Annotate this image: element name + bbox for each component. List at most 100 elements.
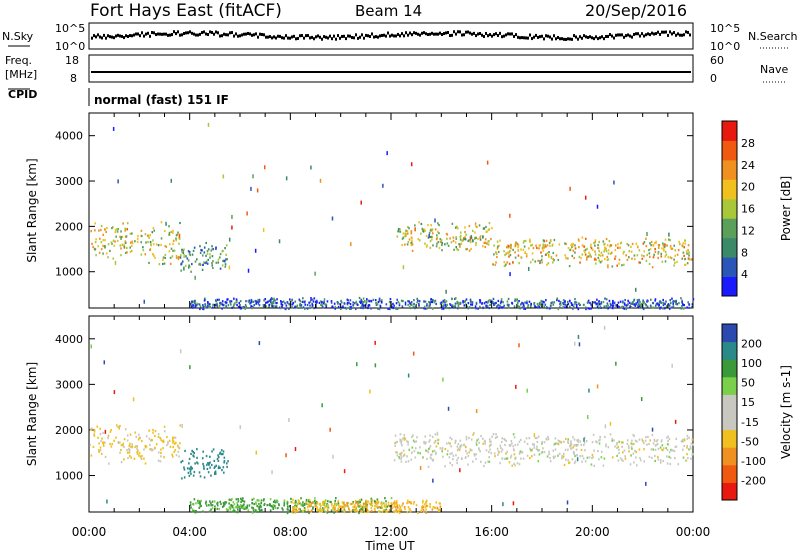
data-point: [424, 503, 426, 506]
data-point: [462, 299, 464, 303]
data-point: [684, 242, 686, 245]
data-point: [136, 237, 139, 240]
data-point: [597, 256, 600, 259]
data-point: [152, 243, 155, 246]
data-point: [464, 226, 466, 229]
data-point: [199, 505, 201, 508]
data-point: [348, 301, 350, 304]
data-point: [669, 246, 672, 249]
nsky-point: [651, 31, 653, 35]
data-point: [446, 237, 448, 240]
data-point: [130, 456, 133, 459]
data-point: [255, 450, 258, 455]
data-point: [120, 444, 123, 447]
colorbar-tick-label: 12: [741, 224, 755, 237]
data-point: [411, 243, 414, 246]
data-point: [191, 253, 194, 256]
data-point: [505, 439, 508, 443]
data-point: [329, 427, 331, 432]
data-point: [431, 228, 434, 231]
data-point: [296, 509, 299, 513]
data-point: [388, 307, 390, 310]
data-point: [349, 307, 352, 311]
data-point: [546, 263, 548, 266]
data-point: [682, 251, 685, 254]
data-point: [679, 242, 681, 246]
nsky-point: [491, 34, 493, 38]
data-point: [132, 397, 135, 402]
data-point: [190, 468, 192, 471]
data-point: [601, 259, 603, 263]
data-point: [507, 245, 510, 248]
data-point: [541, 255, 543, 258]
data-point: [407, 499, 409, 502]
data-point: [553, 259, 555, 262]
nsky-point: [323, 35, 325, 39]
data-point: [683, 444, 686, 448]
data-point: [303, 507, 306, 510]
nsky-point: [447, 30, 449, 34]
data-point: [117, 227, 119, 231]
nsky-point: [589, 35, 591, 39]
data-point: [688, 258, 691, 261]
data-point: [540, 258, 543, 261]
data-point: [540, 451, 543, 455]
data-point: [441, 242, 444, 245]
data-point: [190, 305, 193, 308]
data-point: [321, 508, 324, 511]
data-point: [541, 441, 544, 444]
data-point: [645, 481, 647, 486]
data-point: [312, 300, 315, 303]
colorbar-segment: [722, 394, 737, 413]
data-point: [657, 303, 659, 306]
data-point: [441, 450, 443, 453]
data-point: [630, 245, 632, 248]
data-point: [341, 510, 343, 513]
data-point: [396, 298, 399, 301]
data-point: [472, 433, 474, 436]
data-point: [527, 305, 529, 308]
data-point: [606, 302, 609, 305]
data-point: [589, 253, 591, 256]
data-point: [264, 297, 267, 301]
data-point: [633, 254, 636, 257]
data-point: [594, 241, 596, 244]
data-point: [489, 440, 491, 443]
data-point: [642, 307, 645, 311]
data-point: [298, 298, 301, 301]
data-point: [258, 506, 261, 509]
data-point: [420, 222, 423, 226]
data-point: [531, 448, 534, 451]
data-point: [604, 257, 606, 261]
data-point: [264, 301, 267, 304]
data-point: [447, 244, 450, 247]
data-point: [522, 241, 525, 244]
data-point: [426, 244, 428, 247]
data-point: [90, 428, 92, 431]
data-point: [633, 442, 635, 446]
data-point: [663, 245, 666, 248]
data-point: [466, 452, 468, 455]
data-point: [434, 299, 437, 302]
data-point: [646, 305, 649, 308]
data-point: [452, 239, 455, 242]
data-point: [364, 304, 366, 307]
data-point: [410, 458, 413, 461]
data-point: [594, 253, 597, 256]
data-point: [319, 508, 322, 511]
data-point: [126, 434, 129, 437]
data-point: [333, 505, 335, 508]
data-point: [224, 263, 227, 266]
data-point: [153, 254, 155, 258]
nsky-tick-bottom: 10^0: [55, 40, 85, 53]
colorbar-tick-label: -200: [741, 474, 766, 487]
data-point: [366, 298, 368, 301]
data-point: [523, 307, 525, 310]
data-point: [106, 226, 108, 230]
data-point: [454, 297, 457, 300]
data-point: [337, 500, 340, 503]
data-point: [104, 429, 107, 434]
data-point: [681, 440, 684, 443]
data-point: [433, 441, 436, 444]
data-point: [428, 440, 430, 443]
